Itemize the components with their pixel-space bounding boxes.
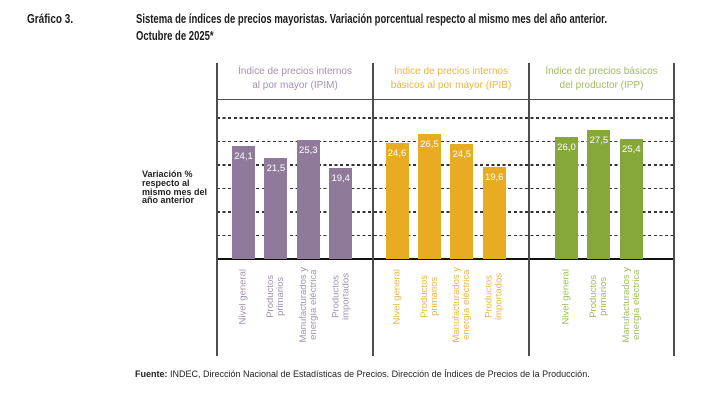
category-label: Nivel general bbox=[237, 268, 249, 324]
header-separator bbox=[217, 99, 675, 100]
group-header-line: al por mayor (IPIM) bbox=[252, 80, 338, 91]
bar-value-label: 24,5 bbox=[452, 148, 472, 160]
category-label: Nivel general bbox=[560, 268, 572, 324]
bar[interactable] bbox=[619, 139, 643, 260]
bar-value-label: 24,1 bbox=[234, 150, 253, 162]
chart-title-line-1: Sistema de índices de precios mayoristas… bbox=[136, 12, 607, 26]
gridline bbox=[217, 164, 674, 166]
category-label-line: Nivel general bbox=[237, 268, 249, 324]
category-label-line: Productos bbox=[330, 274, 342, 318]
category-label-line: Manufacturados y bbox=[620, 267, 632, 343]
y-axis-label-line: año anterior bbox=[142, 195, 195, 206]
y-axis-label-line: respecto al bbox=[142, 177, 190, 188]
category-label-line: importados bbox=[339, 272, 351, 320]
frame-left-border bbox=[216, 63, 218, 356]
gridline bbox=[217, 211, 674, 213]
bar[interactable] bbox=[417, 134, 441, 260]
bar[interactable] bbox=[587, 129, 611, 260]
category-label-line: Manufacturados y bbox=[297, 267, 309, 343]
bar[interactable] bbox=[232, 145, 255, 260]
figure-number: Gráfico 3. bbox=[27, 12, 74, 26]
bar-value-label: 25,4 bbox=[622, 144, 641, 156]
y-axis-label: Variación % respecto al mismo mes del añ… bbox=[142, 170, 207, 205]
group-header: Índice de precios internos básicos al por… bbox=[373, 65, 529, 93]
bar-value-label: 19,4 bbox=[331, 172, 350, 184]
chart-title: Sistema de índices de precios mayoristas… bbox=[136, 11, 607, 45]
gridline bbox=[217, 234, 674, 237]
bar[interactable] bbox=[450, 143, 474, 260]
group-divider bbox=[528, 63, 530, 356]
category-label: Productos primarios bbox=[588, 275, 609, 318]
gridline bbox=[217, 187, 674, 190]
category-label-line: primarios bbox=[428, 276, 440, 316]
gridline bbox=[217, 140, 674, 143]
group-header: Índice de precios internos al por mayor (… bbox=[217, 65, 373, 93]
frame-right-border bbox=[673, 63, 675, 356]
bar[interactable] bbox=[482, 166, 506, 260]
bar-value-label: 27,5 bbox=[589, 134, 609, 146]
category-label-line: primarios bbox=[597, 276, 609, 316]
bar-value-label: 25,3 bbox=[299, 144, 318, 156]
category-label-line: energía eléctrica bbox=[630, 269, 642, 340]
category-label: Productos importados bbox=[330, 272, 351, 320]
category-label: Productos importados bbox=[484, 272, 505, 320]
group-header-line: Índice de precios internos bbox=[394, 66, 508, 77]
group-header: Índice de precios básicos del productor (… bbox=[529, 65, 674, 93]
bar-value-label: 19,6 bbox=[484, 171, 504, 183]
category-label: Nivel general bbox=[391, 268, 403, 324]
y-axis-label-line: Variación % bbox=[142, 169, 193, 179]
source-note: Fuente: INDEC, Dirección Nacional de Est… bbox=[135, 369, 590, 380]
category-label-line: Nivel general bbox=[391, 268, 403, 324]
bar[interactable] bbox=[296, 139, 320, 260]
category-label: Manufacturados y energía eléctrica bbox=[451, 267, 472, 343]
bar[interactable] bbox=[385, 143, 409, 260]
group-header-line: del productor (IPP) bbox=[559, 80, 644, 91]
bar-value-label: 24,6 bbox=[387, 148, 407, 160]
category-label-line: Nivel general bbox=[560, 268, 572, 324]
group-header-line: Índice de precios internos bbox=[238, 66, 352, 77]
category-label: Manufacturados y energía eléctrica bbox=[620, 267, 642, 343]
bar[interactable] bbox=[555, 136, 578, 260]
chart-title-line-2: Octubre de 2025* bbox=[136, 29, 214, 43]
x-axis-baseline bbox=[217, 258, 675, 260]
bar[interactable] bbox=[329, 167, 353, 260]
category-label: Productos primarios bbox=[418, 274, 440, 318]
category-label-line: importados bbox=[493, 272, 505, 320]
category-label-line: energía eléctrica bbox=[307, 269, 319, 340]
group-header-line: Índice de precios básicos bbox=[545, 66, 658, 77]
group-header-line: básicos al por mayor (IPIB) bbox=[390, 80, 512, 91]
category-label: Productos primarios bbox=[265, 275, 286, 318]
bar-value-label: 26,0 bbox=[557, 141, 576, 153]
category-label-line: energía eléctrica bbox=[460, 269, 472, 340]
bar[interactable] bbox=[264, 157, 288, 260]
gridline bbox=[217, 117, 674, 119]
category-label: Manufacturados y energía eléctrica bbox=[297, 267, 319, 343]
bar-value-label: 21,5 bbox=[266, 162, 286, 174]
group-divider bbox=[372, 63, 374, 356]
y-axis-label-line: mismo mes del bbox=[142, 186, 208, 197]
category-label-line: Productos bbox=[418, 274, 430, 318]
source-text: INDEC, Dirección Nacional de Estadística… bbox=[167, 369, 590, 379]
bar-value-label: 26,5 bbox=[420, 139, 439, 151]
category-label-line: primarios bbox=[274, 276, 286, 316]
source-label: Fuente: bbox=[135, 369, 168, 379]
